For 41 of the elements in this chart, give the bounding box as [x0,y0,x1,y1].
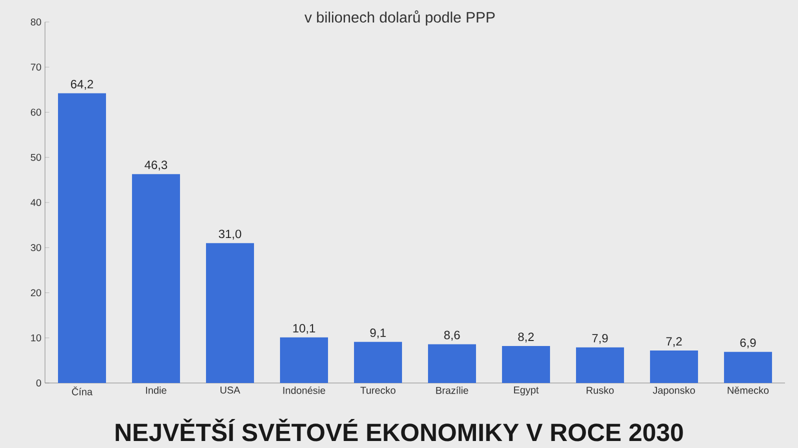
data-label: 9,1 [370,328,386,338]
bar [354,342,402,383]
y-tick-label: 50 [30,154,42,161]
data-label: 8,2 [518,332,534,342]
y-tick-label: 80 [30,18,42,26]
bar [280,337,328,383]
bar [428,344,476,383]
y-tick-label: 20 [30,289,42,296]
y-tick-label: 10 [31,334,42,342]
data-label: 7,2 [666,337,682,347]
x-tick-label: USA [220,386,240,394]
data-label: 7,9 [592,334,608,344]
x-tick-label: Brazílie [436,386,468,394]
x-tick-label: Indonésie [283,386,326,394]
bar [502,346,550,383]
x-tick-label: Japonsko [652,386,695,396]
data-label: 46,3 [144,160,168,171]
x-tick-label: Turecko [360,386,396,394]
chart-subtitle: v bilionech dolarů podle PPP [304,10,495,26]
bar [132,174,180,383]
bar [206,243,254,383]
data-label: 64,2 [70,80,94,90]
text: NEJVĚTŠÍ SVĚTOVÉ EKONOMIKY V ROCE 2030 [116,418,683,442]
x-tick-label: Egypt [514,386,539,396]
y-tick-label: 40 [30,198,42,206]
y-tick-label: 60 [30,108,42,116]
y-tick-label: 30 [30,244,42,252]
data-label: 6,9 [740,338,756,348]
data-label: 31,0 [218,230,242,240]
y-tick-label: 0 [36,379,42,387]
x-tick-label: Čína [72,386,93,396]
x-tick-label: Německo [728,386,769,394]
y-tick-label: 70 [30,64,42,71]
bar [576,347,624,383]
x-tick-label: Indie [146,386,166,394]
bar [724,352,772,383]
bar [58,93,106,383]
bar [650,350,698,383]
x-tick-label: Rusko [586,386,614,394]
data-label: 10,1 [293,324,316,334]
data-label: 8,6 [444,330,460,341]
